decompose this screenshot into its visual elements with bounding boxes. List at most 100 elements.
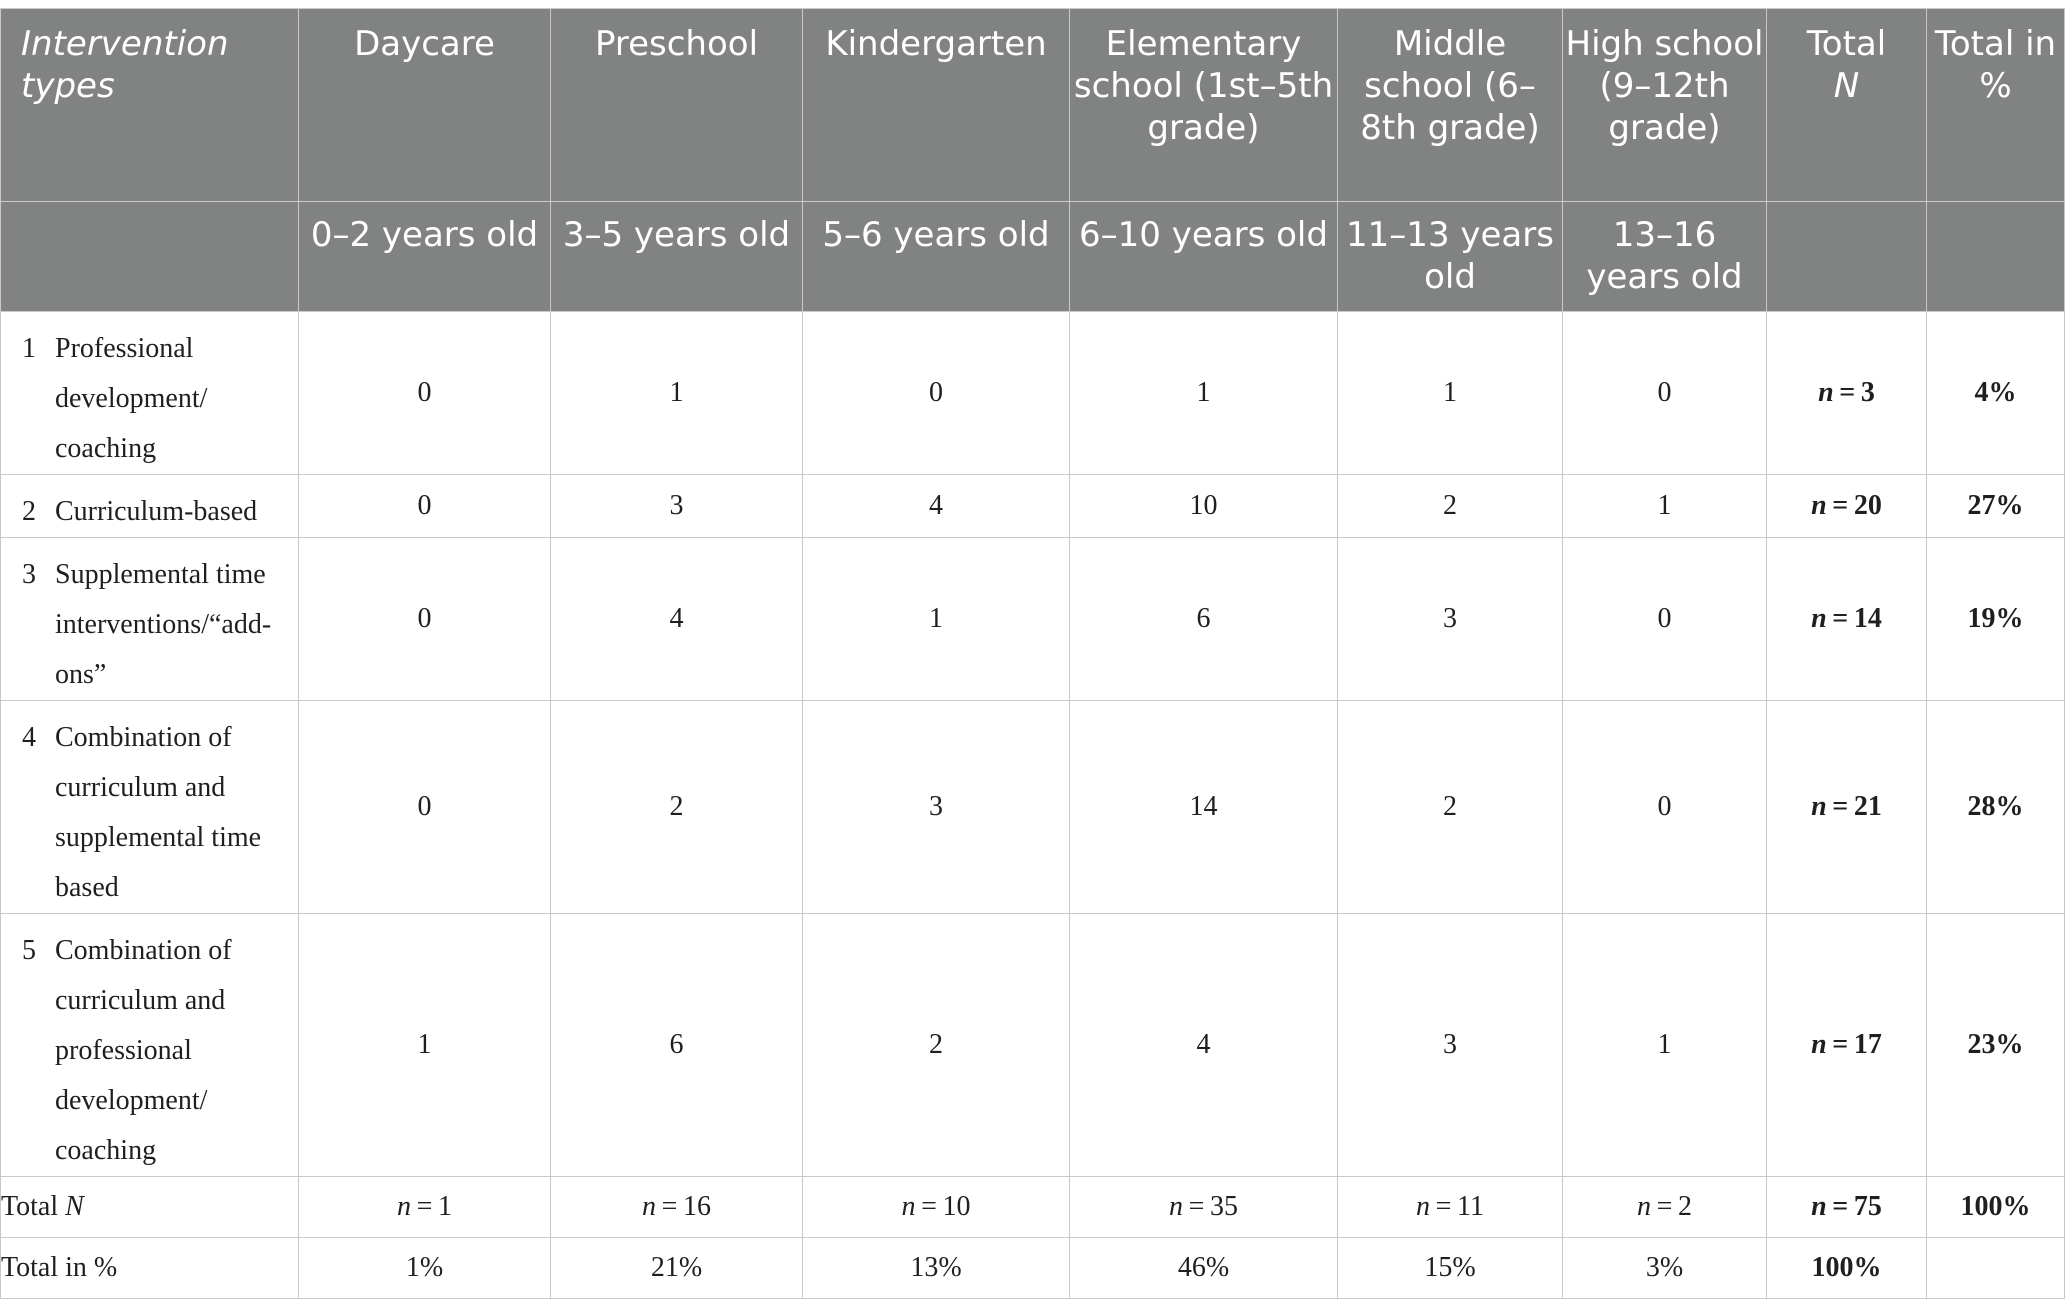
intervention-label-cell: 3 Supplemental time interventions/“add-on… [0,537,299,701]
count-cell: 14 [1069,700,1338,914]
row-total-n: n = 14 [1766,537,1927,701]
row-total-pct: 27% [1926,474,2065,538]
count-cell: 1 [802,537,1070,701]
intervention-label: 5 Combination of curriculum and professio… [1,926,298,1176]
count-cell: 2 [1337,474,1563,538]
intervention-number: 2 [22,496,36,527]
count-cell: 0 [1562,311,1767,475]
intervention-number: 3 [22,559,36,590]
header-preschool: Preschool [550,8,803,202]
count-cell: 0 [1562,700,1767,914]
intervention-number: 4 [22,722,36,753]
row-total-n: n = 3 [1766,311,1927,475]
grand-total-n: n = 75 [1766,1176,1927,1238]
table-row: 3 Supplemental time interventions/“add-on… [0,537,2065,701]
age-kindergarten: 5–6 years old [802,201,1070,312]
total-pct-cell: 46% [1069,1237,1338,1299]
count-cell: 0 [298,537,551,701]
total-pct-label: Total in % [0,1237,299,1299]
total-pct-cell: 21% [550,1237,803,1299]
table-row: 2 Curriculum-based 0 3 4 10 2 1 n = 20 27% [0,474,2065,538]
count-cell: 10 [1069,474,1338,538]
total-n-cell: n = 10 [802,1176,1070,1238]
table-row: 1 Professional development/ coaching 0 1 0 1 1… [0,311,2065,475]
row-total-pct: 28% [1926,700,2065,914]
header-total-n-label: Total N [1806,24,1887,106]
row-total-n: n = 17 [1766,913,1927,1177]
total-pct-row: Total in % 1% 21% 13% 46% 15% 3% 100% [0,1237,2065,1299]
intervention-label-cell: 2 Curriculum-based [0,474,299,538]
intervention-label: 2 Curriculum-based [1,487,298,537]
age-elementary: 6–10 years old [1069,201,1338,312]
count-cell: 0 [298,311,551,475]
intervention-name: Supplemental time interventions/“add-ons… [55,559,272,690]
age-daycare: 0–2 years old [298,201,551,312]
count-cell: 4 [1069,913,1338,1177]
count-cell: 1 [1562,913,1767,1177]
total-pct-cell: 1% [298,1237,551,1299]
count-cell: 1 [1337,311,1563,475]
row-total-pct: 4% [1926,311,2065,475]
total-n-cell: n = 16 [550,1176,803,1238]
header-row-levels: Intervention types Daycare Preschool Kin… [0,8,2065,202]
header-row-ages: 0–2 years old 3–5 years old 5–6 years ol… [0,201,2065,312]
header-middle-school: Middle school (6–8th grade) [1337,8,1563,202]
header-total-pct: Total in % [1926,8,2065,202]
table-row: 4 Combination of curriculum and supplemen… [0,700,2065,914]
total-n-cell: n = 2 [1562,1176,1767,1238]
count-cell: 0 [802,311,1070,475]
age-middle-school: 11–13 years old [1337,201,1563,312]
count-cell: 3 [550,474,803,538]
count-cell: 4 [550,537,803,701]
total-pct-empty [1926,1237,2065,1299]
header-elementary: Elementary school (1st–5th grade) [1069,8,1338,202]
intervention-label: 3 Supplemental time interventions/“add-on… [1,550,298,700]
count-cell: 2 [550,700,803,914]
row-total-n: n = 20 [1766,474,1927,538]
row-total-n: n = 21 [1766,700,1927,914]
header-total-n: Total N [1766,8,1927,202]
count-cell: 2 [1337,700,1563,914]
count-cell: 2 [802,913,1070,1177]
grand-total-pct: 100% [1926,1176,2065,1238]
total-n-cell: n = 35 [1069,1176,1338,1238]
header-daycare: Daycare [298,8,551,202]
count-cell: 3 [1337,913,1563,1177]
intervention-label: 4 Combination of curriculum and supplemen… [1,713,298,913]
intervention-name: Curriculum-based [55,496,258,527]
count-cell: 0 [298,474,551,538]
intervention-label: 1 Professional development/ coaching [1,324,298,474]
age-empty [0,201,299,312]
intervention-label-cell: 5 Combination of curriculum and professio… [0,913,299,1177]
row-total-pct: 19% [1926,537,2065,701]
intervention-number: 5 [22,935,36,966]
header-high-school: High school (9–12th grade) [1562,8,1767,202]
count-cell: 1 [1562,474,1767,538]
intervention-label-cell: 4 Combination of curriculum and supplemen… [0,700,299,914]
count-cell: 1 [1069,311,1338,475]
count-cell: 4 [802,474,1070,538]
total-n-cell: n = 1 [298,1176,551,1238]
intervention-number: 1 [22,333,36,364]
total-pct-cell: 13% [802,1237,1070,1299]
total-pct-cell: 3% [1562,1237,1767,1299]
count-cell: 1 [298,913,551,1177]
header-intervention-types: Intervention types [0,8,299,202]
total-pct-total-n: 100% [1766,1237,1927,1299]
row-total-pct: 23% [1926,913,2065,1177]
intervention-name: Combination of curriculum and supplement… [55,722,262,903]
count-cell: 6 [1069,537,1338,701]
count-cell: 6 [550,913,803,1177]
count-cell: 0 [298,700,551,914]
intervention-label-cell: 1 Professional development/ coaching [0,311,299,475]
intervention-name: Professional development/ coaching [55,333,208,464]
count-cell: 3 [1337,537,1563,701]
table-row: 5 Combination of curriculum and professio… [0,913,2065,1177]
count-cell: 0 [1562,537,1767,701]
count-cell: 3 [802,700,1070,914]
age-total-n-empty [1766,201,1927,312]
total-n-cell: n = 11 [1337,1176,1563,1238]
total-pct-cell: 15% [1337,1237,1563,1299]
intervention-table: Intervention types Daycare Preschool Kin… [0,8,2065,1299]
